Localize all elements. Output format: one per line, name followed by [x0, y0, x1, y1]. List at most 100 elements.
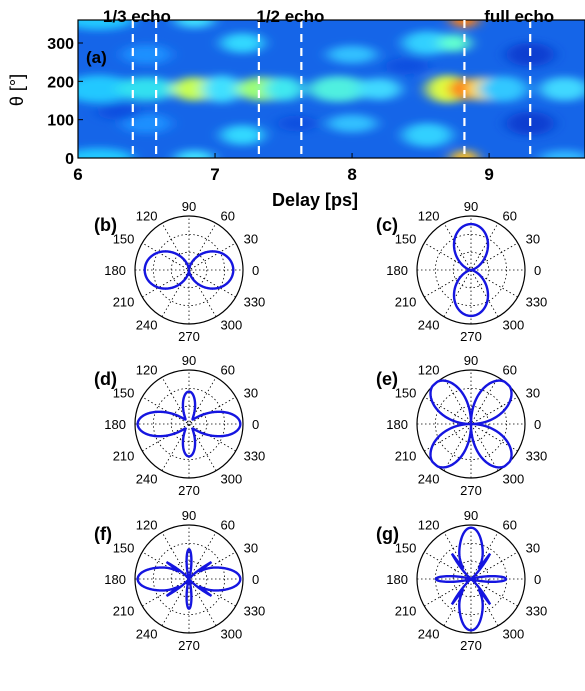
polar-angle-label: 150 [113, 232, 135, 247]
heatmap-panel: 6 7 8 9 0 100 200 300 1/3 echo 1/2 echo full echo… [7, 7, 585, 210]
polar-angle-label: 0 [252, 263, 259, 278]
heatmap-blob [402, 123, 453, 147]
polar-grid-circle [170, 251, 208, 289]
polar-angle-label: 270 [178, 329, 200, 344]
heatmap-blob [201, 75, 242, 103]
polar-angle-label: 210 [113, 604, 135, 619]
polar-panel-label: (d) [94, 369, 117, 389]
polar-curve [136, 390, 242, 458]
polar-panels: 0306090120150180210240270300330(b)030609… [94, 199, 547, 653]
polar-angle-label: 90 [182, 199, 196, 214]
polar-outer-circle [134, 369, 244, 479]
polar-angle-label: 30 [244, 386, 258, 401]
polar-angle-label: 30 [244, 232, 258, 247]
polar-angle-label: 30 [526, 541, 540, 556]
polar-angle-label: 270 [460, 638, 482, 653]
x-axis-label: Delay [ps] [272, 190, 358, 210]
polar-angle-label: 240 [136, 318, 158, 333]
polar-curve [143, 250, 235, 290]
x-tick-label: 7 [210, 165, 219, 184]
heatmap-axes: 6 7 8 9 0 100 200 300 [47, 36, 494, 184]
polar-angle-label: 120 [136, 362, 158, 377]
polar-angle-label: 300 [503, 627, 525, 642]
polar-angle-label: 150 [395, 386, 417, 401]
polar-angle-label: 150 [113, 541, 135, 556]
heatmap-blob [121, 44, 172, 65]
polar-grid-circle [170, 405, 208, 443]
polar-grid-circle [452, 560, 490, 598]
panel-label-a: (a) [86, 48, 107, 67]
polar-angle-label: 0 [252, 417, 259, 432]
polar-angle-label: 210 [113, 449, 135, 464]
polar-angle-label: 240 [136, 472, 158, 487]
polar-angle-label: 180 [386, 417, 408, 432]
y-tick-label: 100 [47, 113, 74, 130]
polar-grid-circle [452, 405, 490, 443]
polar-outer-circle [134, 524, 244, 634]
polar-angle-label: 210 [395, 604, 417, 619]
heatmap-blob [384, 58, 429, 74]
heatmap-blob [78, 20, 134, 30]
polar-angle-label: 300 [503, 472, 525, 487]
heatmap-blob [357, 78, 402, 100]
polar-angle-label: 120 [136, 208, 158, 223]
heatmap-blob [78, 148, 134, 158]
heatmap-blob [539, 150, 585, 158]
polar-grid-circle [434, 233, 508, 307]
echo-annotation: full echo [484, 7, 554, 26]
polar-angle-label: 60 [221, 208, 235, 223]
polar-angle-label: 120 [418, 517, 440, 532]
heatmap-frame [77, 19, 585, 159]
heatmap-blob [477, 76, 528, 102]
polar-angle-label: 300 [221, 627, 243, 642]
echo-annotation: 1/3 echo [103, 7, 171, 26]
heatmap-blob [220, 125, 265, 145]
heatmap-blob [450, 150, 479, 158]
polar-grid-circle [152, 542, 226, 616]
polar-angle-label: 120 [136, 517, 158, 532]
heatmap-blob [327, 45, 378, 64]
polar-panel-label: (f) [94, 524, 112, 544]
polar-angle-label: 0 [252, 572, 259, 587]
heatmap-blob [220, 33, 265, 53]
polar-angle-label: 180 [104, 263, 126, 278]
polar-angle-label: 0 [534, 417, 541, 432]
polar-grid-circle [170, 560, 208, 598]
polar-angle-label: 330 [244, 295, 266, 310]
heatmap-blob [539, 77, 585, 101]
polar-angle-label: 90 [182, 508, 196, 523]
polar-angle-label: 240 [136, 627, 158, 642]
polar-outer-circle [416, 524, 526, 634]
heatmap-blob [327, 114, 378, 133]
polar-angle-label: 270 [178, 638, 200, 653]
y-axis-label: θ [°] [7, 74, 27, 106]
polar-outer-circle [416, 215, 526, 325]
polar-angle-label: 300 [221, 318, 243, 333]
polar-angle-label: 180 [386, 572, 408, 587]
heatmap-blob [308, 76, 369, 102]
polar-panel-label: (b) [94, 215, 117, 235]
polar-outer-circle [134, 215, 244, 325]
polar-grid-circle [434, 387, 508, 461]
heatmap-blob [116, 77, 177, 101]
polar-angle-label: 270 [178, 483, 200, 498]
polar-angle-label: 90 [464, 353, 478, 368]
echo-annotations: 1/3 echo 1/2 echo full echo [103, 7, 554, 26]
polar-curve [434, 526, 508, 632]
polar-angle-label: 30 [526, 386, 540, 401]
heatmap-blob [78, 75, 134, 103]
polar-angle-label: 330 [244, 449, 266, 464]
heatmap-blob [277, 115, 318, 132]
polar-angle-label: 330 [526, 295, 548, 310]
polar-grid-circle [152, 233, 226, 307]
polar-panel-label: (c) [376, 215, 398, 235]
polar-curve [452, 222, 490, 318]
x-tick-label: 9 [484, 165, 493, 184]
